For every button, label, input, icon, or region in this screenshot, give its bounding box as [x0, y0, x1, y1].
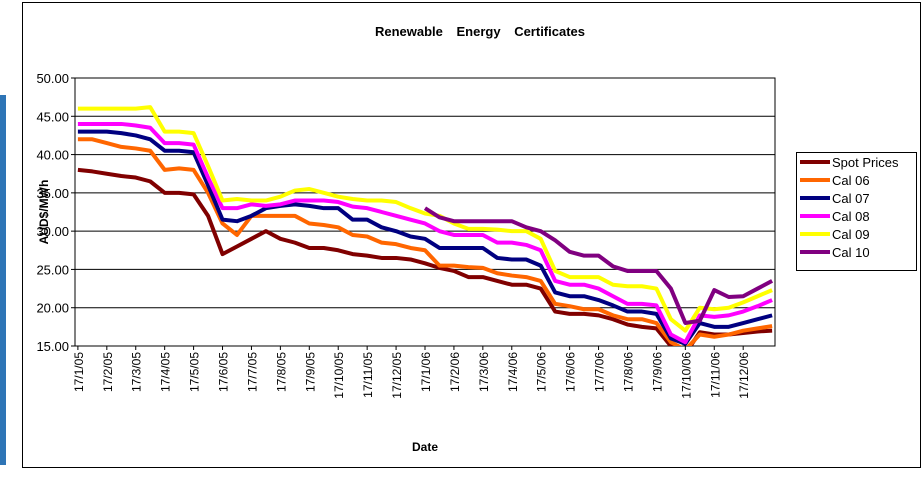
x-tick-label: 17/12/06	[737, 352, 751, 399]
series-line	[77, 105, 773, 333]
x-tick-label: 17/3/05	[130, 352, 144, 392]
y-tick-label: 15.00	[36, 339, 69, 354]
x-tick-label: 17/9/06	[650, 352, 664, 392]
x-tick-label: 17/10/06	[679, 352, 693, 399]
legend-label: Cal 08	[832, 209, 870, 224]
x-tick-label: 17/1/06	[419, 352, 433, 392]
x-tick-label: 17/8/06	[621, 352, 635, 392]
series-line	[423, 206, 774, 326]
x-axis-label: Date	[412, 440, 438, 454]
y-tick-label: 45.00	[36, 109, 69, 124]
x-tick-label: 17/5/06	[535, 352, 549, 392]
x-tick-label: 17/11/06	[708, 352, 722, 398]
y-axis-label: AUD$/MWh	[37, 180, 51, 245]
x-tick-label: 17/4/05	[159, 352, 173, 392]
y-tick-label: 20.00	[36, 301, 69, 316]
x-tick-label: 17/1/05	[72, 352, 86, 392]
x-tick-label: 17/7/06	[593, 352, 607, 392]
x-tick-label: 17/4/06	[506, 352, 520, 392]
series-line	[77, 129, 773, 346]
x-tick-label: 17/10/05	[332, 352, 346, 399]
series-line	[77, 167, 773, 346]
x-tick-label: 17/6/06	[564, 352, 578, 392]
x-tick-label: 17/7/05	[245, 352, 259, 392]
series-line	[77, 121, 773, 345]
legend-label: Cal 06	[832, 173, 870, 188]
x-tick-label: 17/5/05	[188, 352, 202, 392]
legend: Spot Prices Cal 06 Cal 07 Cal 08 Cal 09 Cal 1…	[796, 152, 917, 271]
window-edge	[0, 95, 6, 465]
y-tick-label: 35.00	[36, 186, 69, 201]
y-tick-label: 40.00	[36, 148, 69, 163]
x-tick-label: 17/3/06	[477, 352, 491, 392]
legend-label: Cal 09	[832, 227, 870, 242]
legend-label: Spot Prices	[832, 155, 899, 170]
y-tick-label: 30.00	[36, 224, 69, 239]
legend-label: Cal 10	[832, 245, 870, 260]
chart-title: Renewable Energy Certificates	[375, 24, 585, 39]
x-tick-label: 17/6/05	[217, 352, 231, 392]
x-tick-label: 17/2/06	[448, 352, 462, 392]
y-tick-label: 25.00	[36, 262, 69, 277]
x-tick-label: 17/11/05	[361, 352, 375, 398]
y-tick-label: 50.00	[36, 71, 69, 86]
x-tick-label: 17/9/05	[303, 352, 317, 392]
x-tick-label: 17/12/05	[390, 352, 404, 399]
series-line	[77, 137, 773, 346]
legend-label: Cal 07	[832, 191, 870, 206]
x-tick-label: 17/8/05	[274, 352, 288, 392]
x-tick-label: 17/2/05	[101, 352, 115, 392]
